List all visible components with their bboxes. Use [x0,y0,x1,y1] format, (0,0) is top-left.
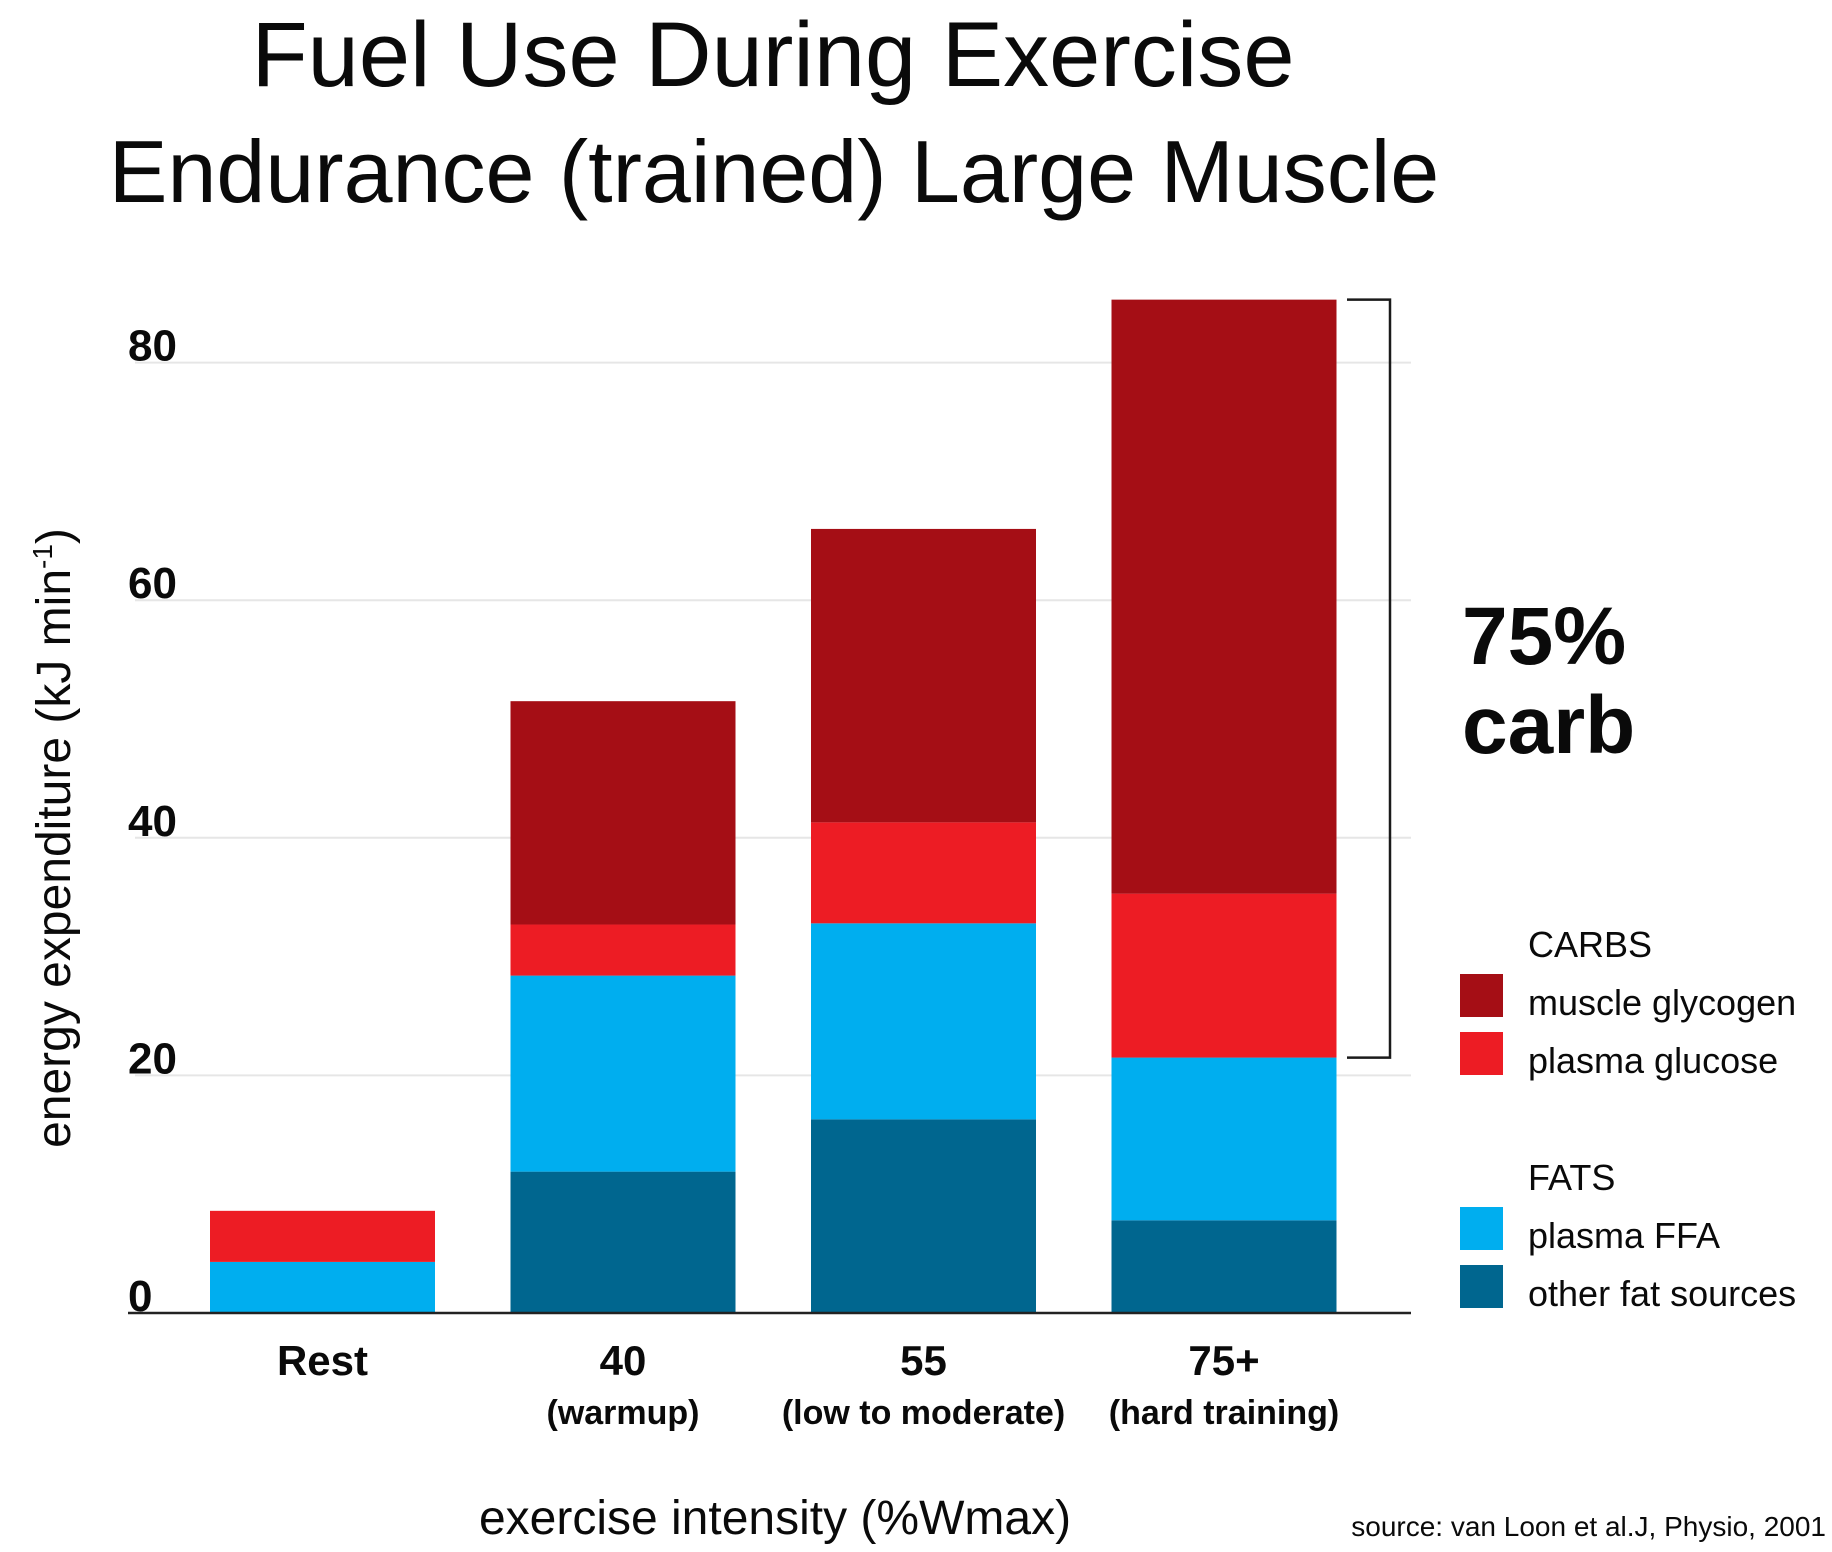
y-tick-label: 60 [128,559,177,608]
y-tick-label: 20 [128,1034,177,1083]
x-tick-label: 40 [600,1337,647,1384]
y-tick-label: 40 [128,797,177,846]
source-note: source: van Loon et al.J, Physio, 2001 [1351,1511,1826,1542]
annotation-label: carb [1462,680,1635,771]
legend-swatch [1460,1032,1503,1075]
bar-segment-other-fat-sources [1111,1220,1337,1313]
x-tick-sublabel: (low to moderate) [782,1394,1065,1432]
legend-item-label: muscle glycogen [1528,982,1796,1023]
legend-item-label: plasma glucose [1528,1040,1778,1081]
bar-segment-muscle-glycogen [1111,299,1337,894]
x-tick-label: 75+ [1188,1337,1259,1384]
bar-segment-plasma-glucose [210,1210,435,1262]
chart-title: Fuel Use During Exercise [251,4,1294,106]
bar-segment-plasma-FFA [811,923,1036,1120]
x-axis-title: exercise intensity (%Wmax) [479,1492,1071,1545]
bar-segment-plasma-glucose [811,822,1036,924]
bar-segment-other-fat-sources [510,1171,736,1313]
x-axis-ticks: Rest 40 (warmup) 55 (low to moderate) 75+ (har… [277,1337,1339,1432]
chart-subtitle: Endurance (trained) Large Muscle [109,122,1439,221]
y-tick-label: 80 [128,322,177,371]
x-tick-sublabel: (warmup) [547,1394,700,1432]
x-tick-label: Rest [277,1337,368,1384]
x-tick-sublabel: (hard training) [1109,1394,1339,1432]
bar-segment-muscle-glycogen [811,528,1036,823]
bar-segment-plasma-FFA [510,975,736,1172]
legend-heading: CARBS [1528,924,1652,965]
bar-segment-plasma-FFA [1111,1057,1337,1221]
bar-segment-other-fat-sources [811,1119,1036,1313]
bar-segment-plasma-glucose [1111,893,1337,1058]
legend-item-label: plasma FFA [1528,1215,1720,1256]
annotation-percent: 75% [1462,591,1626,682]
legend-heading: FATS [1528,1157,1615,1198]
carb-bracket [1347,298,1392,1059]
y-axis-title-close: ) [28,528,81,544]
legend-swatch [1460,1265,1503,1308]
y-axis-title-text: energy expenditure (kJ min [28,569,81,1148]
y-axis-title: energy expenditure (kJ min-1) [27,528,81,1148]
legend-swatch [1460,974,1503,1017]
bars [210,299,1337,1313]
legend-item-label: other fat sources [1528,1273,1796,1314]
bar-segment-plasma-FFA [210,1261,435,1313]
x-tick-label: 55 [900,1337,947,1384]
bar-segment-plasma-glucose [510,924,736,976]
y-axis-title-superscript: -1 [27,544,58,569]
legend: CARBS muscle glycogen plasma glucose FATS pl… [1460,924,1796,1314]
bar-segment-muscle-glycogen [510,701,736,925]
legend-swatch [1460,1207,1503,1250]
